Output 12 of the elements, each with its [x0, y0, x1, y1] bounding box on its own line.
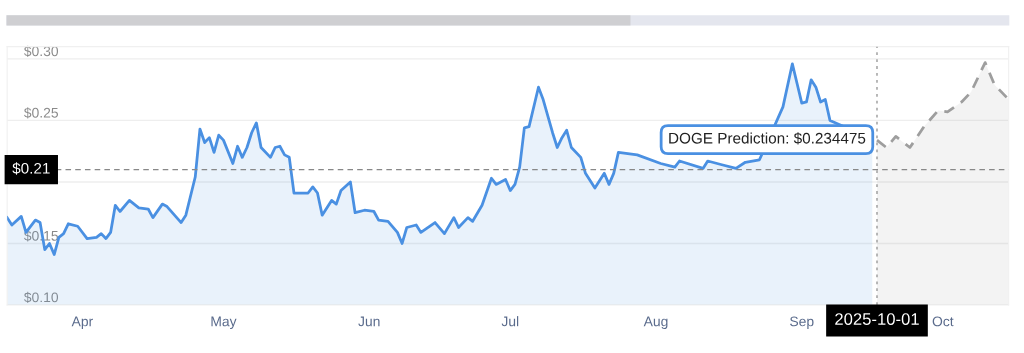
annotation: DOGE Prediction: $0.234475 — [669, 132, 866, 145]
ref-line-label: $0.21 — [12, 162, 50, 175]
x-tick-label: Aug — [643, 316, 668, 330]
x-tick-label: May — [211, 316, 237, 330]
x-tick-label: Jul — [501, 316, 519, 327]
y-tick-label: $0.25 — [23, 107, 59, 119]
ref-line-label: 2025-10-01 — [835, 313, 919, 325]
y-tick-label: $0.10 — [23, 291, 59, 304]
x-tick-label: Oct — [932, 316, 954, 327]
x-tick-label: Sep — [790, 316, 814, 330]
x-tick-label: Apr — [71, 316, 93, 330]
x-tick-label: Jun — [358, 316, 380, 327]
